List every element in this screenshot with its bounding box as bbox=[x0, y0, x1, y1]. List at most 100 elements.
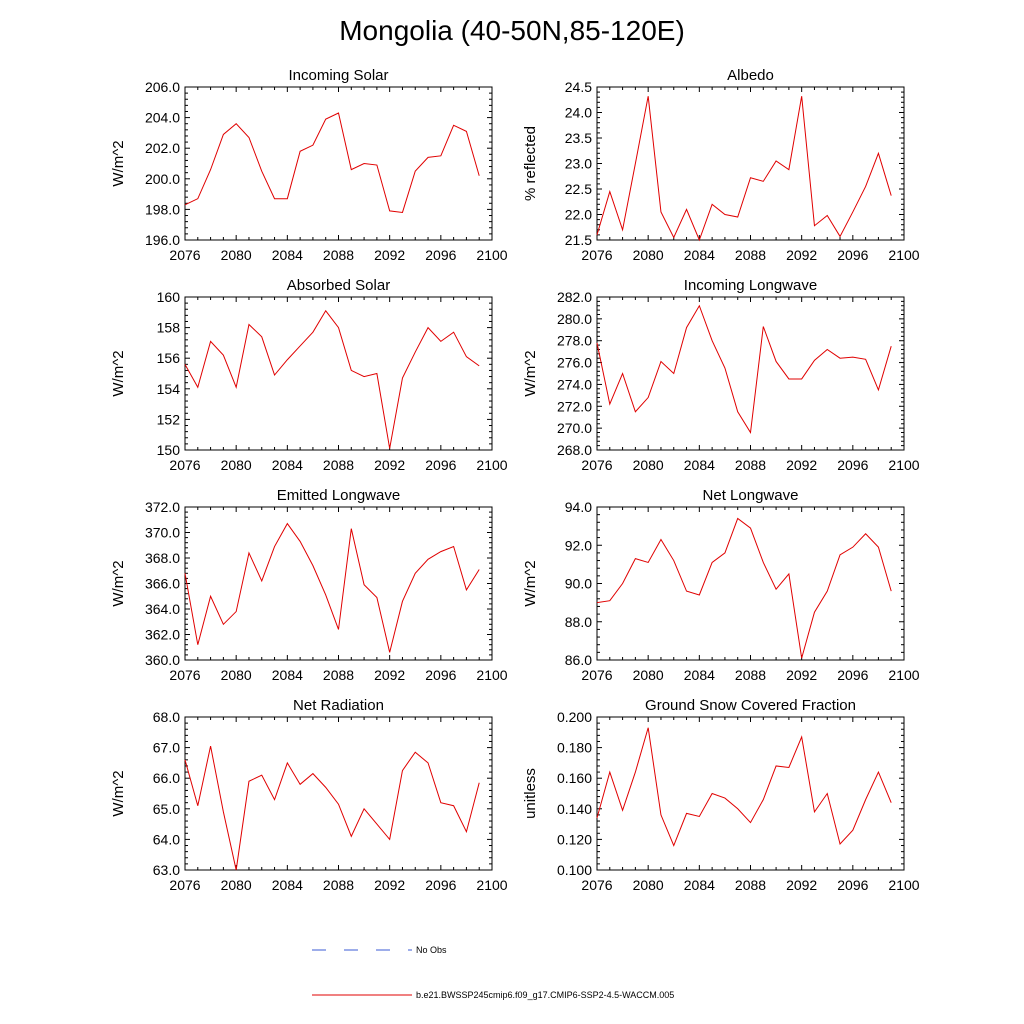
absorbed-solar-xtick-label: 2092 bbox=[374, 457, 405, 473]
ground-snow-covered-fraction-plot-frame bbox=[596, 716, 905, 871]
net-longwave-ylabel: W/m^2 bbox=[522, 560, 539, 606]
ground-snow-covered-fraction-title: Ground Snow Covered Fraction bbox=[645, 697, 856, 714]
legend-model-label: b.e21.BWSSP245cmip6.f09_g17.CMIP6-SSP2-4… bbox=[416, 990, 674, 1000]
incoming-solar-xtick-label: 2096 bbox=[425, 247, 456, 263]
net-radiation-ytick-label: 67.0 bbox=[153, 740, 180, 756]
ground-snow-covered-fraction-xtick-label: 2084 bbox=[684, 877, 715, 893]
net-longwave-plot-frame bbox=[596, 506, 905, 661]
emitted-longwave-ytick-label: 366.0 bbox=[145, 576, 180, 592]
incoming-longwave-xtick-label: 2084 bbox=[684, 457, 715, 473]
incoming-solar-plot-frame bbox=[184, 86, 493, 241]
incoming-longwave-ytick-label: 278.0 bbox=[557, 333, 592, 349]
albedo-xtick-label: 2088 bbox=[735, 247, 766, 263]
albedo-xtick-label: 2096 bbox=[837, 247, 868, 263]
incoming-solar-xtick-label: 2080 bbox=[221, 247, 252, 263]
net-longwave-xtick-label: 2100 bbox=[888, 667, 919, 683]
panel-net-radiation: Net Radiation W/m^2 2076 2080 2084 2088 2092 20… bbox=[110, 697, 508, 893]
ground-snow-covered-fraction-ytick-label: 0.100 bbox=[557, 862, 592, 878]
emitted-longwave-ytick-label: 362.0 bbox=[145, 627, 180, 643]
incoming-solar-title: Incoming Solar bbox=[288, 67, 388, 84]
net-longwave-ytick-label: 88.0 bbox=[565, 614, 592, 630]
incoming-longwave-xtick-label: 2076 bbox=[581, 457, 612, 473]
absorbed-solar-xtick-label: 2076 bbox=[169, 457, 200, 473]
incoming-longwave-plot-frame bbox=[596, 296, 905, 451]
incoming-longwave-ytick-label: 276.0 bbox=[557, 355, 592, 371]
absorbed-solar-ytick-label: 154 bbox=[157, 381, 181, 397]
legend-obs-label: No Obs bbox=[416, 945, 447, 955]
incoming-solar-ytick-label: 198.0 bbox=[145, 201, 180, 217]
absorbed-solar-xtick-label: 2096 bbox=[425, 457, 456, 473]
incoming-longwave-ytick-label: 268.0 bbox=[557, 442, 592, 458]
absorbed-solar-series-model bbox=[184, 309, 480, 449]
incoming-longwave-xtick-label: 2080 bbox=[633, 457, 664, 473]
panels-group: Incoming Solar W/m^2 2076 2080 2084 2088 2092 2… bbox=[110, 67, 920, 893]
absorbed-solar-ytick-label: 158 bbox=[157, 320, 181, 336]
incoming-solar-xtick-label: 2084 bbox=[272, 247, 303, 263]
absorbed-solar-ytick-label: 152 bbox=[157, 411, 181, 427]
incoming-longwave-ytick-label: 280.0 bbox=[557, 311, 592, 327]
emitted-longwave-xtick-label: 2084 bbox=[272, 667, 303, 683]
net-radiation-ytick-label: 68.0 bbox=[153, 709, 180, 725]
incoming-solar-ylabel: W/m^2 bbox=[110, 140, 127, 186]
net-radiation-ytick-label: 63.0 bbox=[153, 862, 180, 878]
ground-snow-covered-fraction-ytick-label: 0.200 bbox=[557, 709, 592, 725]
emitted-longwave-xtick-label: 2100 bbox=[476, 667, 507, 683]
albedo-xtick-label: 2092 bbox=[786, 247, 817, 263]
net-longwave-xtick-label: 2096 bbox=[837, 667, 868, 683]
emitted-longwave-ytick-label: 372.0 bbox=[145, 499, 180, 515]
absorbed-solar-xtick-label: 2088 bbox=[323, 457, 354, 473]
emitted-longwave-xtick-label: 2080 bbox=[221, 667, 252, 683]
absorbed-solar-xtick-label: 2080 bbox=[221, 457, 252, 473]
net-radiation-ytick-label: 64.0 bbox=[153, 831, 180, 847]
panel-emitted-longwave: Emitted Longwave W/m^2 2076 2080 2084 2088 209… bbox=[110, 487, 508, 683]
net-longwave-ytick-label: 86.0 bbox=[565, 652, 592, 668]
albedo-series-model bbox=[596, 96, 892, 242]
albedo-ytick-label: 21.5 bbox=[565, 232, 592, 248]
incoming-longwave-ytick-label: 282.0 bbox=[557, 289, 592, 305]
incoming-solar-series-model bbox=[184, 112, 480, 214]
ground-snow-covered-fraction-xtick-label: 2092 bbox=[786, 877, 817, 893]
incoming-solar-xtick-label: 2088 bbox=[323, 247, 354, 263]
incoming-longwave-xtick-label: 2096 bbox=[837, 457, 868, 473]
incoming-solar-ytick-label: 196.0 bbox=[145, 232, 180, 248]
net-radiation-ytick-label: 66.0 bbox=[153, 770, 180, 786]
albedo-ytick-label: 22.5 bbox=[565, 181, 592, 197]
incoming-longwave-series-model bbox=[596, 304, 892, 434]
incoming-longwave-xtick-label: 2092 bbox=[786, 457, 817, 473]
incoming-longwave-title: Incoming Longwave bbox=[684, 277, 817, 294]
emitted-longwave-title: Emitted Longwave bbox=[277, 487, 400, 504]
ground-snow-covered-fraction-ytick-label: 0.160 bbox=[557, 770, 592, 786]
albedo-ylabel: % reflected bbox=[522, 126, 539, 201]
albedo-plot-frame bbox=[596, 86, 905, 241]
panel-albedo: Albedo % reflected 2076 2080 2084 2088 2092 209… bbox=[522, 67, 920, 263]
absorbed-solar-ytick-label: 160 bbox=[157, 289, 181, 305]
albedo-ytick-label: 22.0 bbox=[565, 207, 592, 223]
net-radiation-xtick-label: 2100 bbox=[476, 877, 507, 893]
incoming-longwave-ytick-label: 272.0 bbox=[557, 398, 592, 414]
net-radiation-ytick-label: 65.0 bbox=[153, 801, 180, 817]
panel-net-longwave: Net Longwave W/m^2 2076 2080 2084 2088 2092 209… bbox=[522, 487, 920, 683]
net-longwave-xtick-label: 2076 bbox=[581, 667, 612, 683]
ground-snow-covered-fraction-xtick-label: 2096 bbox=[837, 877, 868, 893]
albedo-ytick-label: 23.5 bbox=[565, 130, 592, 146]
net-longwave-xtick-label: 2084 bbox=[684, 667, 715, 683]
incoming-solar-xtick-label: 2076 bbox=[169, 247, 200, 263]
ground-snow-covered-fraction-ytick-label: 0.180 bbox=[557, 740, 592, 756]
emitted-longwave-ytick-label: 370.0 bbox=[145, 525, 180, 541]
ground-snow-covered-fraction-xtick-label: 2076 bbox=[581, 877, 612, 893]
net-longwave-title: Net Longwave bbox=[703, 487, 799, 504]
emitted-longwave-plot-frame bbox=[184, 506, 493, 661]
emitted-longwave-ytick-label: 368.0 bbox=[145, 550, 180, 566]
albedo-ytick-label: 24.0 bbox=[565, 105, 592, 121]
emitted-longwave-ytick-label: 364.0 bbox=[145, 601, 180, 617]
emitted-longwave-xtick-label: 2092 bbox=[374, 667, 405, 683]
albedo-ytick-label: 24.5 bbox=[565, 79, 592, 95]
panel-absorbed-solar: Absorbed Solar W/m^2 2076 2080 2084 2088 2092 2… bbox=[110, 277, 508, 473]
net-radiation-xtick-label: 2076 bbox=[169, 877, 200, 893]
incoming-solar-ytick-label: 204.0 bbox=[145, 110, 180, 126]
incoming-longwave-xtick-label: 2088 bbox=[735, 457, 766, 473]
net-radiation-xtick-label: 2080 bbox=[221, 877, 252, 893]
emitted-longwave-xtick-label: 2096 bbox=[425, 667, 456, 683]
absorbed-solar-xtick-label: 2084 bbox=[272, 457, 303, 473]
